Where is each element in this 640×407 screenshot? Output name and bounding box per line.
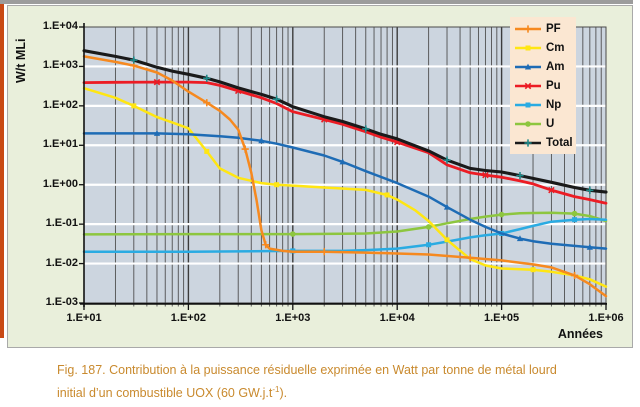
series-line-Cm — [82, 86, 608, 288]
x-tick-label: 1.E+04 — [379, 312, 415, 324]
series-marker — [274, 182, 280, 188]
series-marker — [548, 186, 555, 194]
x-axis-title: Années — [557, 327, 603, 341]
series-marker — [320, 248, 328, 256]
series-marker — [426, 242, 432, 248]
series-marker — [498, 211, 505, 218]
legend-label: U — [546, 117, 555, 130]
legend-sample-PF — [515, 24, 541, 33]
caption-line2: initial d’un combustible UOX (60 GW.j.t — [57, 386, 273, 401]
legend-label: Am — [546, 60, 565, 73]
series-marker — [570, 271, 579, 280]
series-marker — [466, 254, 474, 262]
figure-caption: Fig. 187. Contribution à la puissance ré… — [57, 361, 602, 403]
legend-item-PF: PF — [510, 20, 576, 37]
series-marker — [530, 267, 536, 273]
legend-item-Total: Total — [510, 134, 576, 151]
series-marker — [516, 235, 524, 242]
legend-label: Cm — [546, 41, 565, 54]
legend-label: Np — [546, 98, 562, 111]
y-tick-label: 1.E+03 — [42, 59, 78, 72]
y-tick-label: 1.E-03 — [45, 296, 78, 308]
series-marker — [384, 192, 390, 198]
y-tick-label: 1.E+04 — [42, 20, 78, 32]
legend-sample-Pu — [515, 82, 541, 89]
series-marker — [516, 172, 524, 180]
legend-sample-U — [515, 120, 541, 127]
y-tick-label: 1.E+02 — [42, 98, 78, 111]
caption-line1: Fig. 187. Contribution à la puissance ré… — [57, 363, 557, 377]
legend-sample-Np — [515, 102, 541, 107]
legend-item-Am: Am — [510, 58, 576, 75]
page-left-edge — [0, 4, 4, 338]
series-marker — [262, 241, 270, 249]
series-marker — [290, 231, 296, 237]
caption-line2-end: ). — [279, 386, 288, 401]
series-marker — [444, 237, 450, 243]
series-marker — [131, 103, 137, 109]
x-tick-label: 1.E+06 — [588, 312, 624, 324]
legend-item-Pu: Pu — [510, 77, 576, 94]
x-tick-label: 1.E+03 — [275, 312, 311, 324]
series-line-Pu — [82, 80, 608, 205]
series-marker — [586, 186, 594, 194]
page-top-edge — [0, 0, 633, 4]
legend: PF Cm Am Pu Np U Total — [510, 17, 576, 154]
legend-sample-Am — [515, 63, 541, 69]
series-marker — [153, 78, 161, 86]
x-tick-label: 1.E+05 — [484, 312, 520, 324]
series-marker — [130, 56, 138, 64]
y-tick-label: 1.E-02 — [45, 256, 78, 269]
series-marker — [203, 74, 211, 82]
legend-label: PF — [546, 22, 561, 35]
series-marker — [339, 158, 346, 165]
series-marker — [586, 243, 593, 250]
legend-sample-Cm — [515, 45, 541, 50]
legend-label: Total — [546, 136, 573, 149]
series-marker — [482, 171, 489, 179]
series-marker — [203, 99, 211, 107]
y-tick-label: 1.E+00 — [42, 177, 78, 190]
x-tick-label: 1.E+02 — [170, 312, 206, 324]
series-marker — [362, 125, 370, 133]
series-marker — [204, 148, 210, 154]
legend-item-Np: Np — [510, 96, 576, 113]
y-tick-label: 1.E-01 — [45, 217, 78, 230]
series-marker — [258, 137, 265, 144]
series-marker — [571, 210, 578, 217]
legend-sample-Total — [515, 138, 541, 147]
series-marker — [443, 203, 451, 210]
legend-item-U: U — [510, 115, 576, 132]
series-marker — [153, 130, 161, 136]
series-marker — [572, 217, 578, 223]
legend-item-Cm: Cm — [510, 39, 576, 56]
series-line-Am — [82, 132, 608, 250]
series-marker — [425, 224, 432, 230]
series-marker — [443, 156, 451, 164]
y-tick-label: 1.E+01 — [42, 138, 78, 151]
series-line-Total — [82, 49, 608, 194]
caption-superscript: -1 — [272, 385, 280, 394]
series-marker — [241, 145, 249, 153]
series-marker — [273, 95, 281, 103]
x-tick-label: 1.E+01 — [66, 312, 102, 324]
legend-label: Pu — [546, 79, 561, 92]
